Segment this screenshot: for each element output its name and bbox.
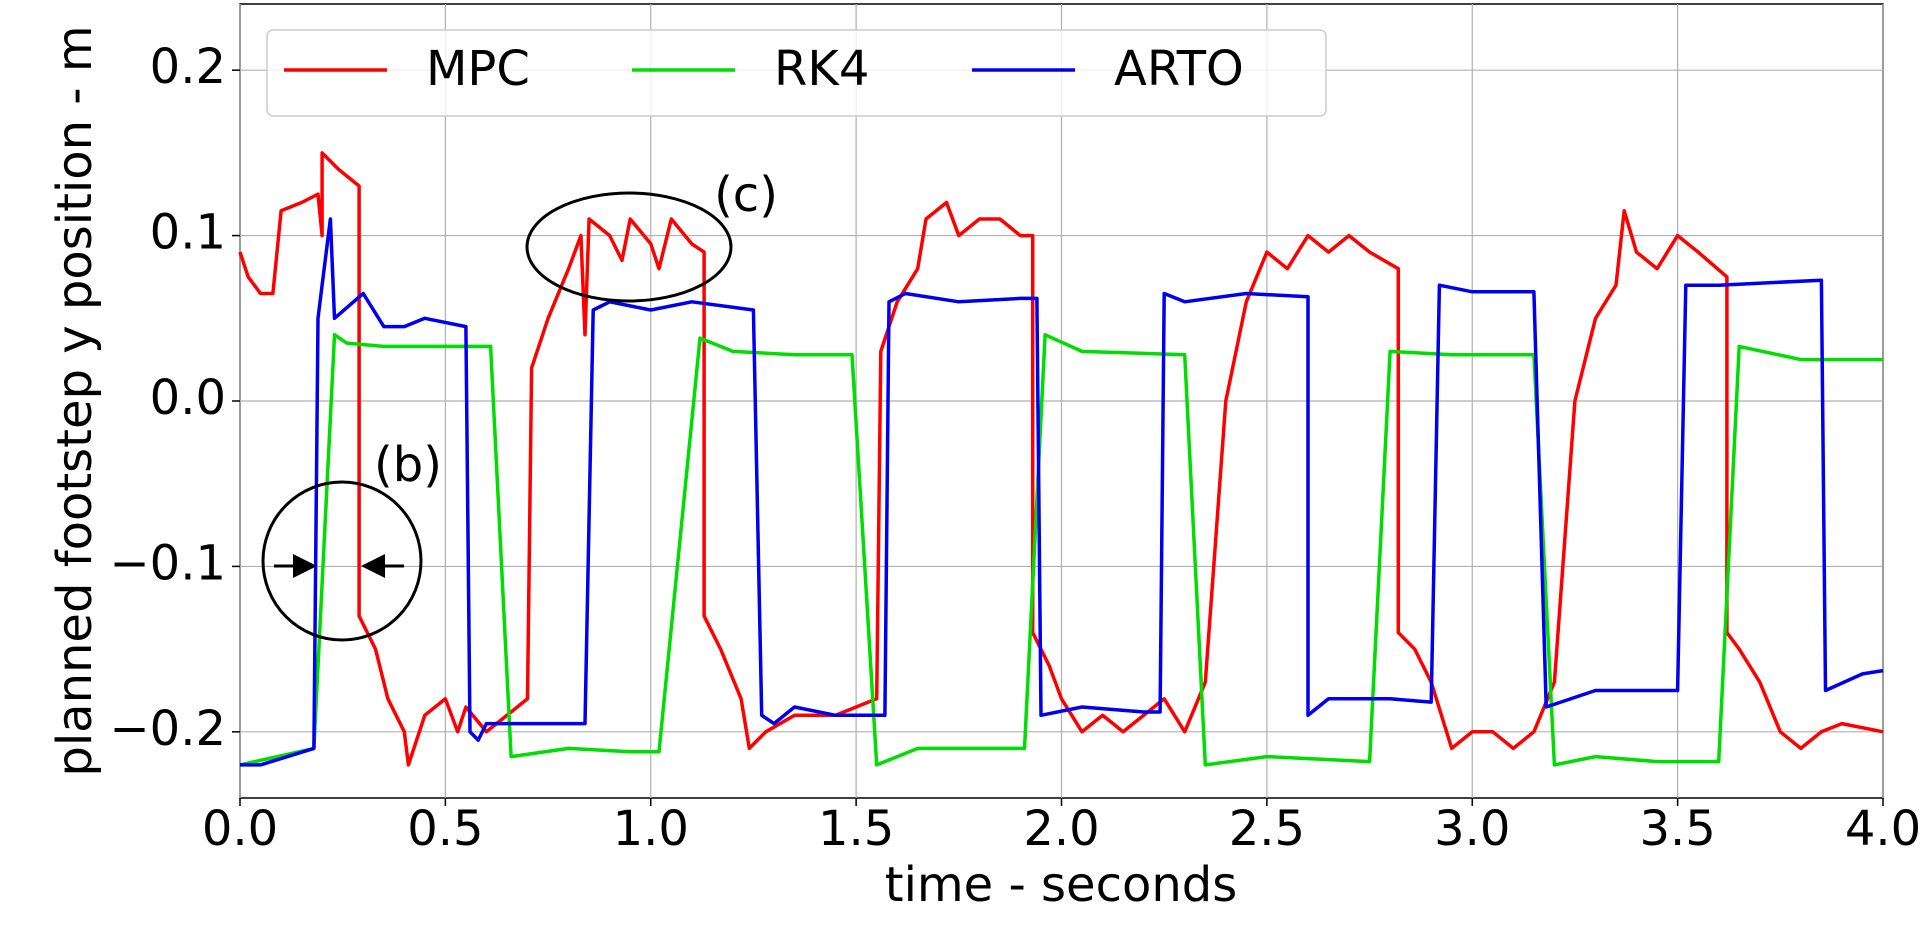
x-tick-label: 3.0	[1434, 801, 1510, 857]
legend-box	[266, 29, 1327, 117]
x-tick-label: 1.0	[613, 801, 689, 857]
legend: MPC RK4 ARTO	[266, 29, 1327, 117]
y-tick-label: −0.1	[109, 535, 226, 591]
grid	[239, 4, 1884, 798]
x-tick-label: 0.5	[407, 801, 483, 857]
annotation: (b)	[374, 437, 442, 493]
x-tick-label: 3.5	[1639, 801, 1715, 857]
y-tick-label: 0.2	[150, 39, 226, 95]
series-line	[238, 151, 1884, 767]
x-tick-label: 0.0	[202, 801, 278, 857]
x-tick-label: 2.0	[1023, 801, 1099, 857]
x-axis-label: time - seconds	[885, 857, 1237, 913]
legend-label: RK4	[774, 41, 869, 97]
x-tick-label: 1.5	[818, 801, 894, 857]
legend-label: ARTO	[1114, 41, 1244, 97]
legend-label: MPC	[426, 41, 530, 97]
x-tick-label: 2.5	[1229, 801, 1305, 857]
y-tick-label: 0.1	[150, 205, 226, 261]
y-tick-label: 0.0	[150, 370, 226, 426]
x-tick-label: 4.0	[1845, 801, 1920, 857]
highlight-ellipse	[525, 191, 733, 303]
series-line	[240, 217, 1884, 767]
y-tick-label: −0.2	[109, 701, 226, 757]
series-lines	[238, 151, 1884, 767]
series-line	[239, 333, 1883, 767]
y-axis-label: planned footstep y position - m	[47, 25, 103, 776]
annotation: (c)	[714, 167, 778, 223]
highlight-circle	[261, 480, 423, 642]
